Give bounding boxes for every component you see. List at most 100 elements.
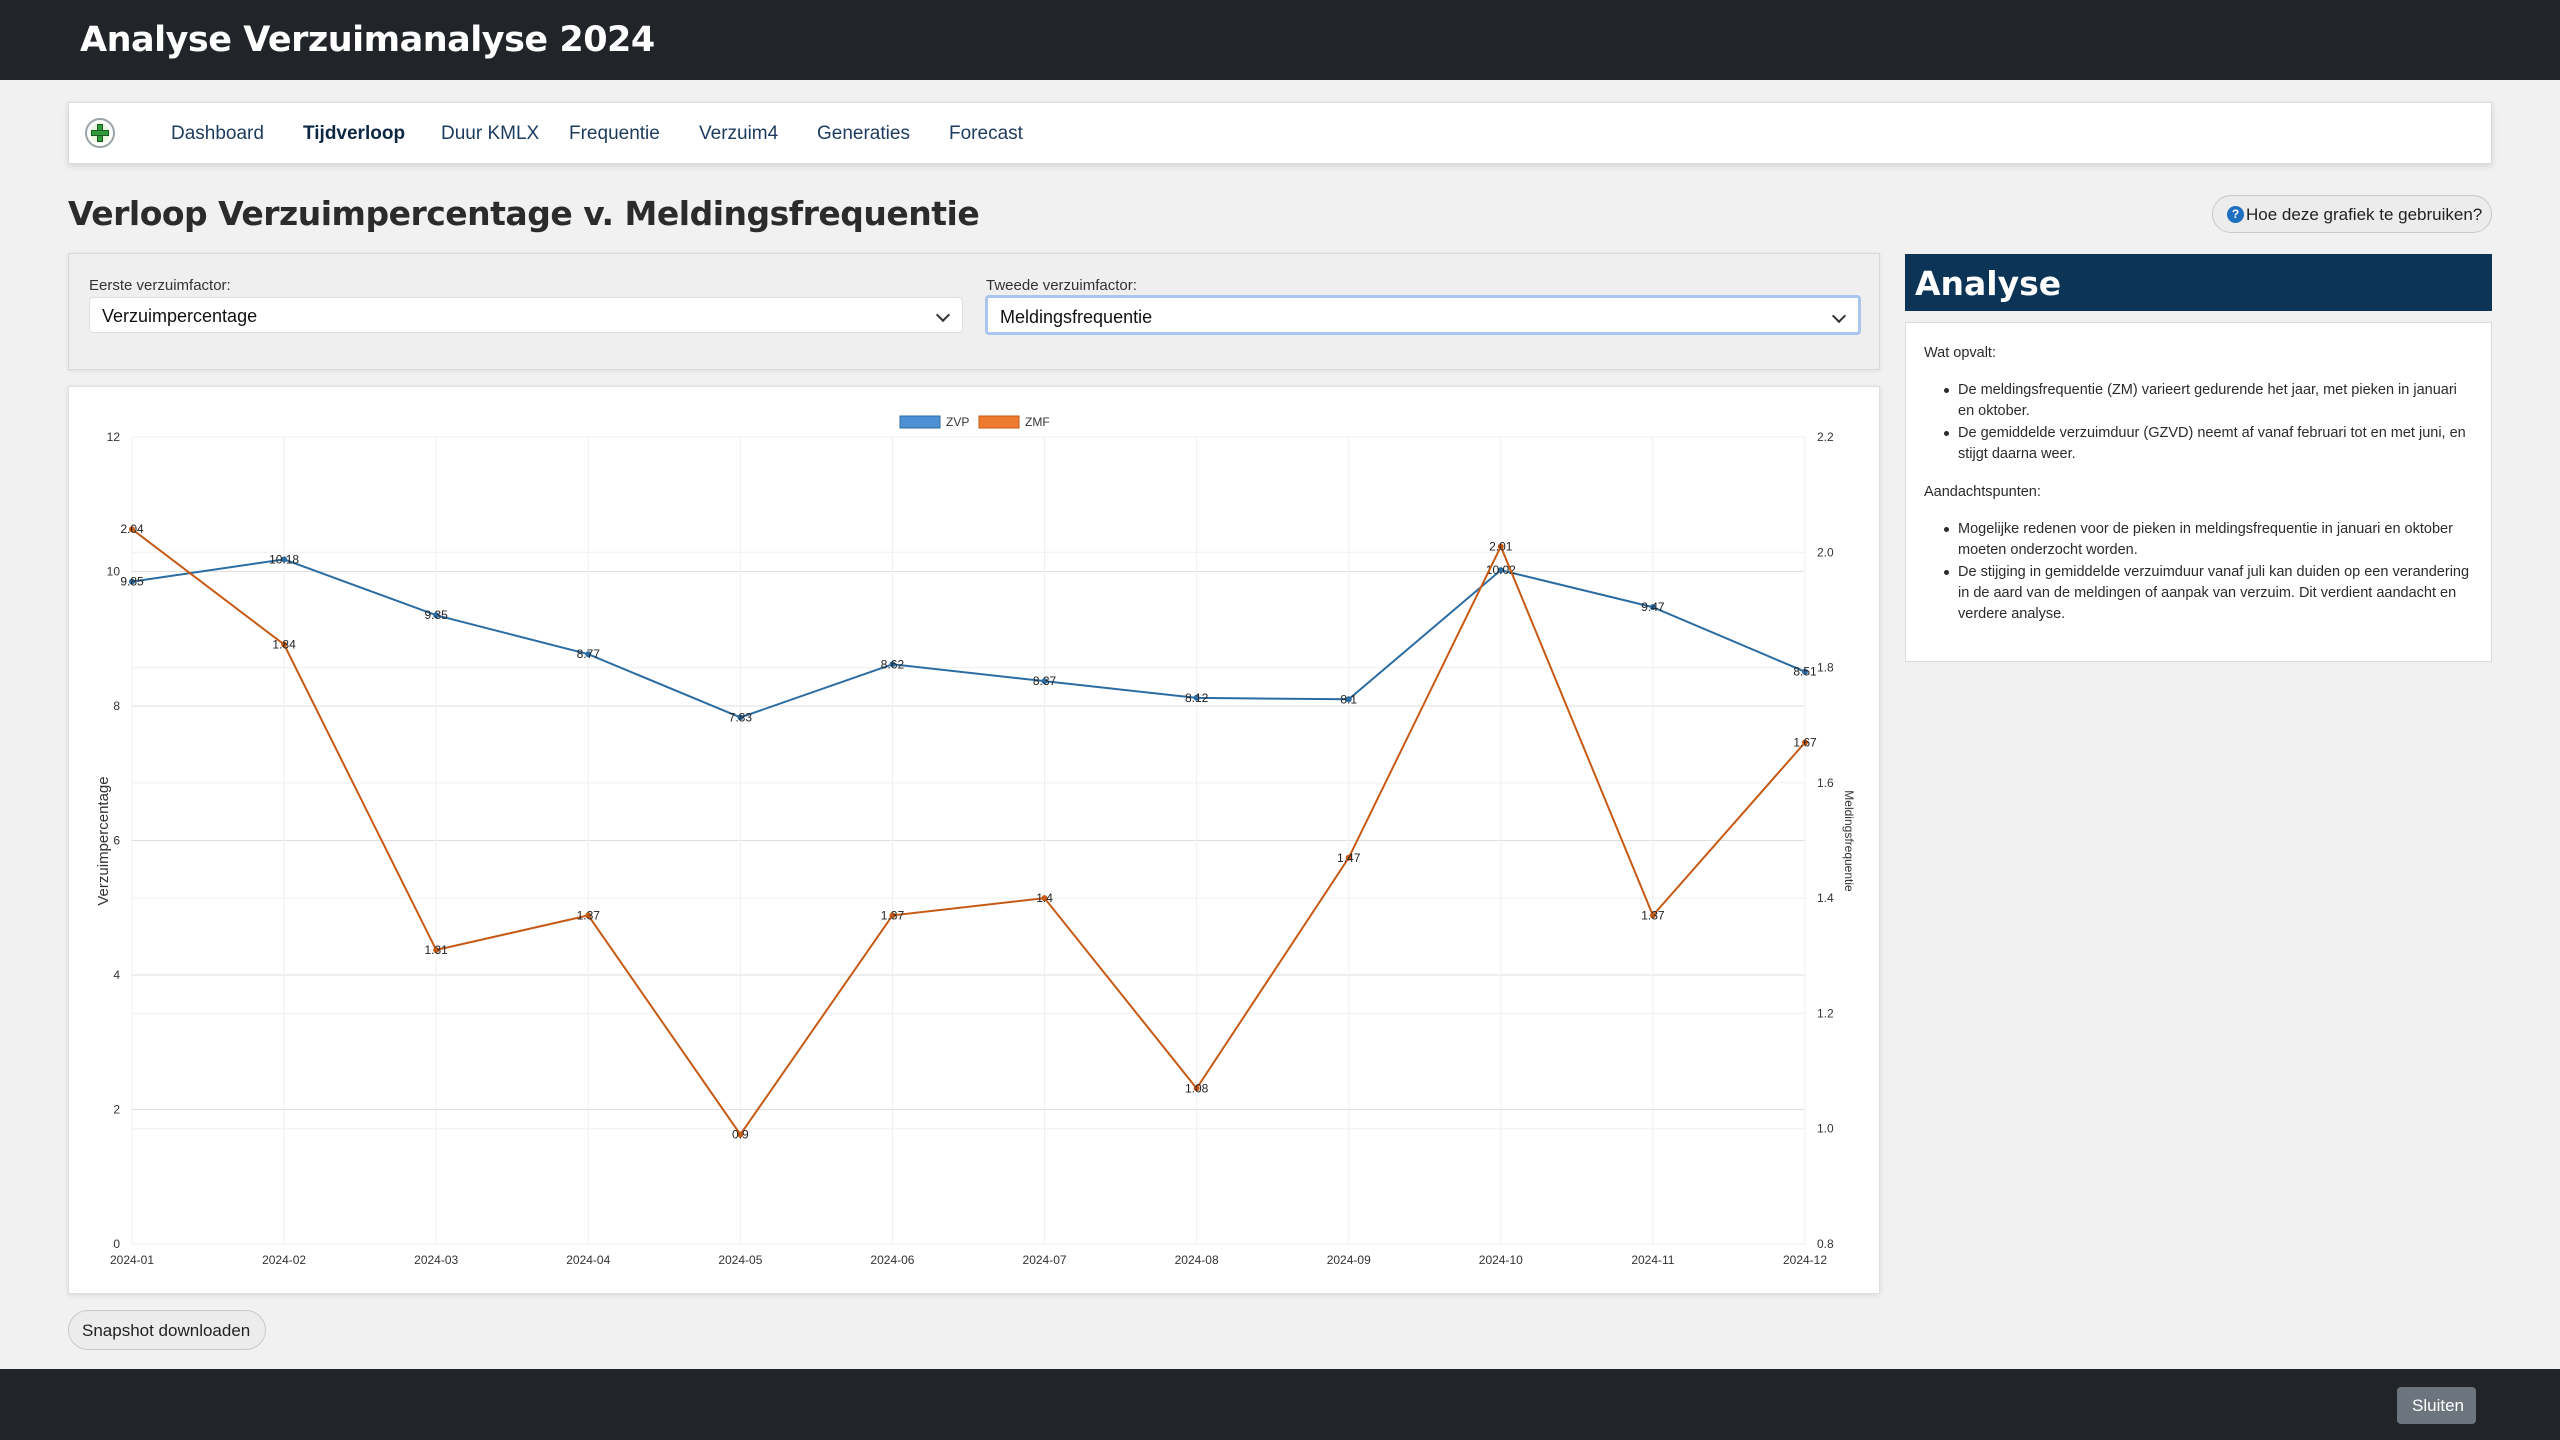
- nav-bar: Dashboard Tijdverloop Duur KMLX Frequent…: [68, 102, 2492, 164]
- close-button-label: Sluiten: [2412, 1396, 2464, 1415]
- second-factor-value: Meldingsfrequentie: [1000, 307, 1153, 327]
- data-point-zmf: [889, 912, 896, 919]
- data-label: 8.12: [1185, 691, 1209, 705]
- y-right-tick-label: 1.6: [1817, 776, 1834, 790]
- chevron-down-icon: [1831, 308, 1847, 324]
- y-tick-label: 10: [107, 565, 121, 579]
- data-label: 8.62: [881, 657, 905, 671]
- data-label: 2.01: [1489, 540, 1513, 554]
- data-point-zmf: [1802, 739, 1808, 746]
- list-item: De gemiddelde verzuimduur (GZVD) neemt a…: [1924, 423, 2474, 465]
- data-label: 1.37: [577, 908, 601, 922]
- y-right-tick-label: 0.8: [1817, 1237, 1834, 1251]
- data-point-zmf: [585, 912, 592, 919]
- data-label: 1.47: [1337, 851, 1361, 865]
- x-tick-label: 2024-08: [1175, 1253, 1219, 1267]
- x-tick-label: 2024-03: [414, 1253, 458, 1267]
- data-point-zvp: [281, 556, 288, 563]
- series-line-zmf: [131, 528, 1806, 1137]
- legend-swatch: [899, 415, 941, 429]
- data-point-zmf: [1649, 912, 1656, 919]
- y-right-tick-label: 1.0: [1817, 1122, 1834, 1136]
- app-header: Analyse Verzuimanalyse 2024: [0, 0, 2560, 80]
- analysis-observations-list: De meldingsfrequentie (ZM) varieert gedu…: [1924, 380, 2474, 466]
- data-point-zvp: [1041, 678, 1048, 685]
- y-axis-title: Verzuimpercentage: [95, 776, 112, 905]
- data-label: 10.18: [269, 552, 299, 566]
- snapshot-download-label: Snapshot downloaden: [82, 1321, 251, 1340]
- data-label: 0.9: [732, 1127, 749, 1141]
- list-item: De stijging in gemiddelde verzuimduur va…: [1924, 562, 2474, 625]
- data-point-zvp: [1649, 604, 1656, 611]
- data-label: 1.08: [1185, 1081, 1209, 1095]
- data-label: 1.31: [425, 943, 449, 957]
- data-label: 9.35: [425, 608, 449, 622]
- x-tick-label: 2024-11: [1631, 1253, 1674, 1267]
- y-right-tick-label: 1.4: [1817, 891, 1834, 905]
- y-right-tick-label: 1.8: [1817, 661, 1834, 675]
- data-label: 9.85: [120, 575, 144, 589]
- data-point-zmf: [1041, 895, 1048, 902]
- data-label: 2.04: [120, 522, 144, 536]
- nav-item-duur-kmlx[interactable]: Duur KMLX: [441, 123, 540, 144]
- y-right-tick-label: 2.0: [1817, 545, 1834, 559]
- x-tick-label: 2024-04: [566, 1253, 610, 1267]
- data-point-zmf: [1497, 543, 1504, 550]
- legend-swatch: [978, 415, 1020, 429]
- analysis-heading-attention: Aandachtspunten:: [1924, 484, 2041, 500]
- data-label: 9.47: [1641, 600, 1665, 614]
- analysis-title: Analyse: [1915, 264, 2062, 303]
- analysis-header: Analyse: [1905, 254, 2492, 311]
- data-label: 1.4: [1036, 891, 1053, 905]
- data-point-zvp: [1193, 694, 1200, 701]
- x-tick-label: 2024-06: [870, 1253, 914, 1267]
- footer-bar: [0, 1369, 2560, 1440]
- data-point-zvp: [1345, 696, 1352, 703]
- data-point-zmf: [281, 641, 288, 648]
- logo-icon[interactable]: [85, 118, 115, 148]
- data-label: 1.84: [272, 638, 296, 652]
- close-button[interactable]: Sluiten: [2397, 1387, 2476, 1424]
- data-point-zmf: [1345, 854, 1352, 861]
- list-item: De meldingsfrequentie (ZM) varieert gedu…: [1924, 380, 2474, 422]
- x-tick-label: 2024-05: [718, 1253, 762, 1267]
- nav-item-verzuim4[interactable]: Verzuim4: [699, 123, 779, 144]
- data-label: 1.67: [1793, 736, 1817, 750]
- second-factor-select[interactable]: Meldingsfrequentie: [985, 295, 1861, 335]
- legend-label: ZMF: [1025, 415, 1050, 429]
- series-line-zvp: [131, 558, 1806, 719]
- help-button[interactable]: ? Hoe deze grafiek te gebruiken?: [2212, 195, 2492, 233]
- data-label: 7.83: [729, 710, 753, 724]
- first-factor-label: Eerste verzuimfactor:: [89, 277, 231, 294]
- nav-item-dashboard[interactable]: Dashboard: [171, 123, 264, 144]
- chevron-down-icon: [935, 307, 951, 323]
- second-factor-label: Tweede verzuimfactor:: [986, 277, 1137, 294]
- data-label: 8.1: [1340, 692, 1357, 706]
- x-tick-label: 2024-12: [1783, 1253, 1827, 1267]
- page-title: Verloop Verzuimpercentage v. Meldingsfre…: [68, 194, 980, 233]
- y-right-tick-label: 1.2: [1817, 1006, 1834, 1020]
- first-factor-value: Verzuimpercentage: [102, 306, 258, 326]
- snapshot-download-button[interactable]: Snapshot downloaden: [68, 1310, 266, 1350]
- y-tick-label: 4: [113, 968, 120, 982]
- nav-item-generaties[interactable]: Generaties: [817, 123, 910, 144]
- filter-panel: Eerste verzuimfactor: Verzuimpercentage …: [68, 253, 1880, 370]
- list-item: Mogelijke redenen voor de pieken in meld…: [1924, 519, 2474, 561]
- y-right-tick-label: 2.2: [1817, 430, 1834, 444]
- y-tick-label: 6: [113, 834, 120, 848]
- nav-item-forecast[interactable]: Forecast: [949, 123, 1023, 144]
- x-tick-label: 2024-01: [110, 1253, 154, 1267]
- app-title: Analyse Verzuimanalyse 2024: [80, 20, 655, 60]
- y-tick-label: 2: [113, 1103, 120, 1117]
- x-tick-label: 2024-10: [1479, 1253, 1523, 1267]
- data-point-zmf: [433, 947, 440, 954]
- help-button-label: Hoe deze grafiek te gebruiken?: [2246, 205, 2483, 224]
- analysis-panel: Wat opvalt: De meldingsfrequentie (ZM) v…: [1905, 322, 2492, 662]
- chart-panel: 0 2 4 6 8 10 12 0.8 1.0 1.2 1.4 1.6 1.8 2.0 2.2 2024-01…: [68, 386, 1880, 1294]
- data-point-zvp: [1497, 567, 1504, 574]
- data-point-zvp: [433, 612, 440, 619]
- first-factor-select[interactable]: Verzuimpercentage: [89, 297, 963, 333]
- nav-item-frequentie[interactable]: Frequentie: [569, 123, 660, 144]
- nav-item-tijdverloop[interactable]: Tijdverloop: [303, 123, 406, 144]
- data-point-zvp: [129, 578, 135, 585]
